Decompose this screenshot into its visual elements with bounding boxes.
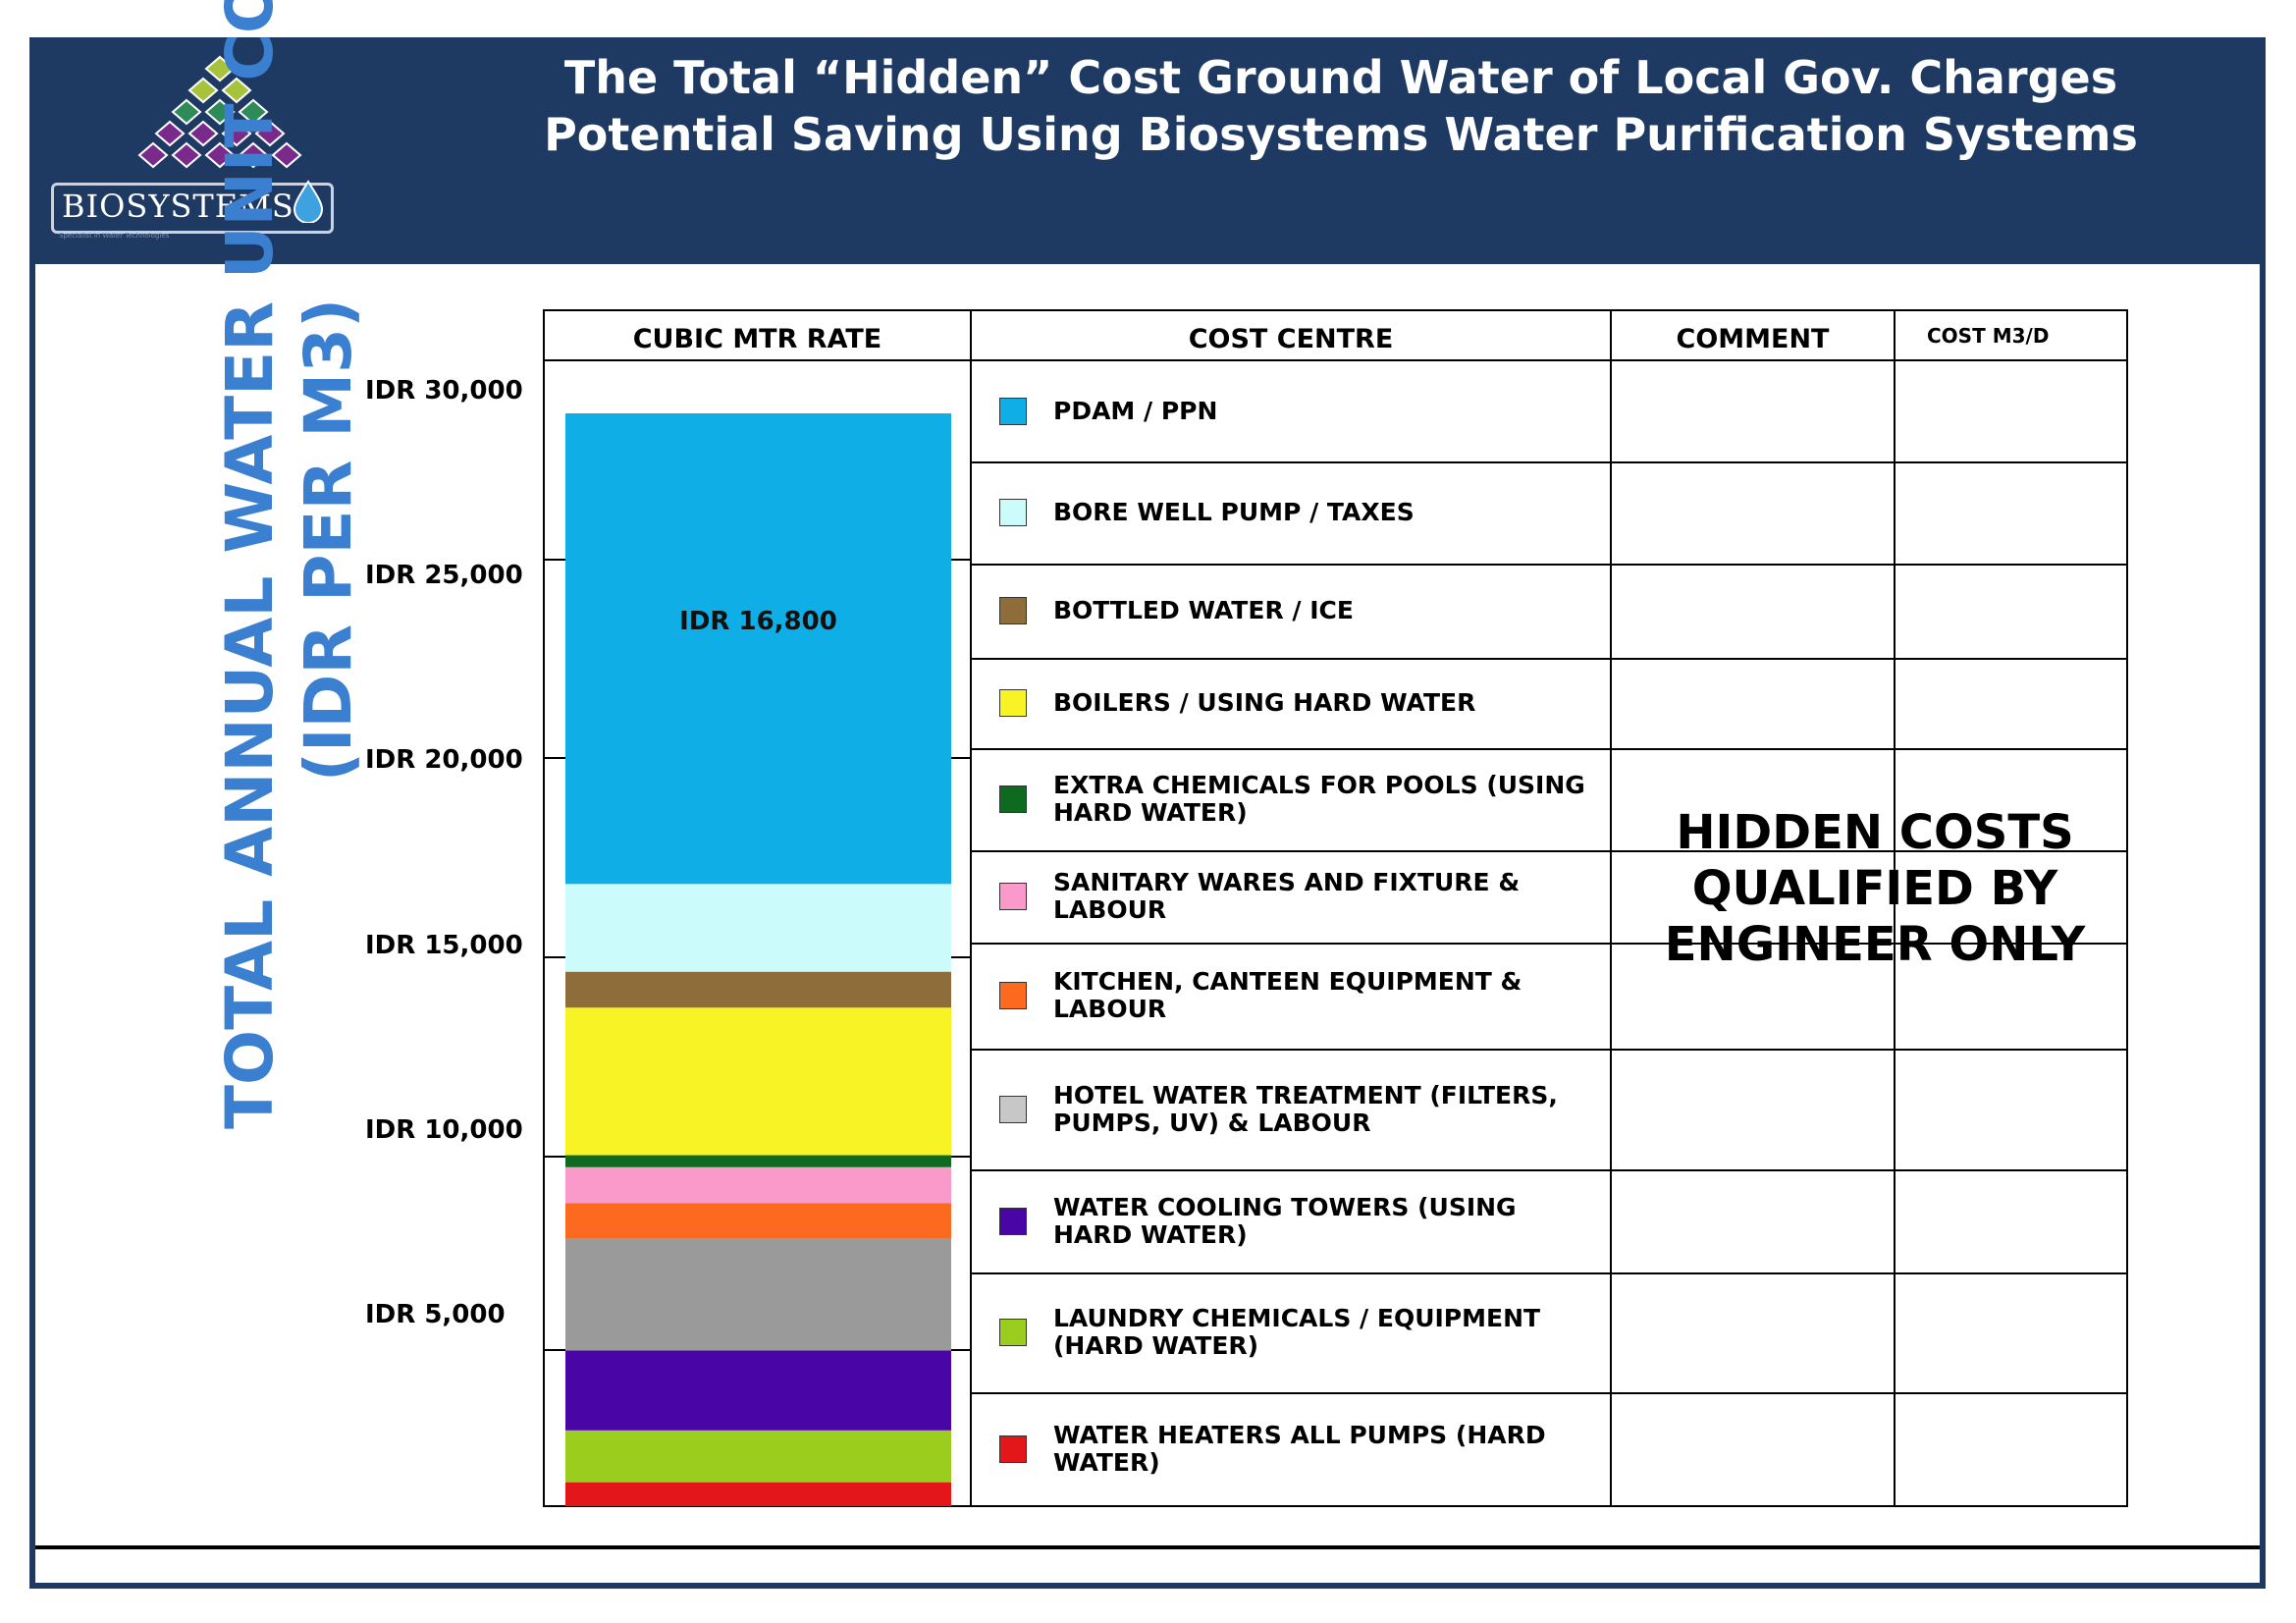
logo-diamond <box>204 98 236 126</box>
legend-swatch <box>999 1095 1027 1123</box>
row-divider <box>972 943 2128 945</box>
y-tick-label: IDR 5,000 <box>365 1299 506 1329</box>
logo-diamond <box>137 141 169 169</box>
header-cubic-mtr-rate: CUBIC MTR RATE <box>632 324 882 354</box>
row-divider <box>972 461 2128 463</box>
column-divider <box>970 309 972 1507</box>
header-cost-m3-d: COST M3/D <box>1927 324 2050 348</box>
y-axis-title-line-1: TOTAL ANNUAL WATER UNIT COST <box>212 0 288 1129</box>
logo-diamond <box>221 77 252 104</box>
biosystems-logo-icon <box>137 55 302 169</box>
logo-diamond <box>204 55 236 82</box>
cost-centre-label: BOTTLED WATER / ICE <box>1053 596 1354 624</box>
cost-centre-label: WATER COOLING TOWERS (USING HARD WATER) <box>1053 1192 1517 1249</box>
cost-centre-label: LAUNDRY CHEMICALS / EQUIPMENT (HARD WATE… <box>1053 1304 1541 1360</box>
y-axis-title-line-2: (IDR PER M3) <box>291 298 366 783</box>
cost-centre-label: HOTEL WATER TREATMENT (FILTERS, PUMPS, U… <box>1053 1080 1558 1137</box>
logo-diamond <box>238 98 269 126</box>
row-divider <box>972 850 2128 852</box>
row-divider <box>972 1272 2128 1274</box>
cost-table <box>543 309 2128 1507</box>
logo-diamond <box>254 120 286 147</box>
cost-centre-label: BOILERS / USING HARD WATER <box>1053 688 1476 717</box>
legend-swatch <box>999 689 1027 717</box>
legend-swatch <box>999 1319 1027 1346</box>
header-cost-centre: COST CENTRE <box>1188 324 1394 354</box>
legend-swatch <box>999 1435 1027 1463</box>
legend-swatch <box>999 499 1027 526</box>
row-divider <box>972 564 2128 566</box>
title-line-2: Potential Saving Using Biosystems Water … <box>544 108 2138 161</box>
row-divider <box>972 1049 2128 1051</box>
logo-diamond <box>221 120 252 147</box>
y-tick-label: IDR 15,000 <box>365 930 523 960</box>
row-divider <box>972 748 2128 750</box>
column-divider <box>1610 309 1612 1507</box>
legend-swatch <box>999 785 1027 813</box>
logo-wordmark: BIOSYSTEMS <box>51 180 334 234</box>
y-axis-title: TOTAL ANNUAL WATER UNIT COST (IDR PER M3… <box>211 0 368 1129</box>
logo-diamond <box>187 120 219 147</box>
water-drop-icon <box>293 180 324 223</box>
legend-swatch <box>999 1207 1027 1235</box>
y-tick-label: IDR 25,000 <box>365 561 523 591</box>
cost-centre-label: KITCHEN, CANTEEN EQUIPMENT & LABOUR <box>1053 967 1522 1023</box>
header-comment: COMMENT <box>1676 324 1830 354</box>
legend-swatch <box>999 597 1027 624</box>
row-divider <box>972 1392 2128 1394</box>
logo-diamond <box>171 141 202 169</box>
cost-centre-label: WATER HEATERS ALL PUMPS (HARD WATER) <box>1053 1421 1546 1477</box>
logo-word: BIOSYSTEMS <box>62 188 294 225</box>
page-frame <box>29 37 2266 1589</box>
logo-diamond <box>187 77 219 104</box>
cost-centre-label: SANITARY WARES AND FIXTURE & LABOUR <box>1053 868 1521 924</box>
row-divider <box>972 658 2128 660</box>
y-tick-label: IDR 30,000 <box>365 376 523 406</box>
legend-swatch <box>999 398 1027 425</box>
cost-centre-label: PDAM / PPN <box>1053 397 1218 425</box>
cost-centre-label: BORE WELL PUMP / TAXES <box>1053 498 1415 526</box>
logo-diamond <box>204 141 236 169</box>
logo-diamond <box>171 98 202 126</box>
legend-swatch <box>999 982 1027 1009</box>
y-tick-label: IDR 20,000 <box>365 745 523 776</box>
header-banner: The Total “Hidden” Cost Ground Water of … <box>35 43 2260 264</box>
column-divider <box>1894 309 1896 1507</box>
legend-swatch <box>999 883 1027 910</box>
cost-centre-label: EXTRA CHEMICALS FOR POOLS (USING HARD WA… <box>1053 771 1585 827</box>
logo-diamond <box>238 141 269 169</box>
row-divider <box>972 1169 2128 1171</box>
title-line-1: The Total “Hidden” Cost Ground Water of … <box>563 51 2118 104</box>
logo-tagline: Specialist in Water Technologies <box>59 232 170 240</box>
logo-diamond <box>154 120 186 147</box>
y-tick-label: IDR 10,000 <box>365 1114 523 1145</box>
header-divider <box>543 359 2128 361</box>
logo-diamond <box>271 141 302 169</box>
hidden-costs-note: HIDDEN COSTS QUALIFIED BY ENGINEER ONLY <box>1664 805 2086 972</box>
bottom-rule <box>35 1545 2260 1549</box>
